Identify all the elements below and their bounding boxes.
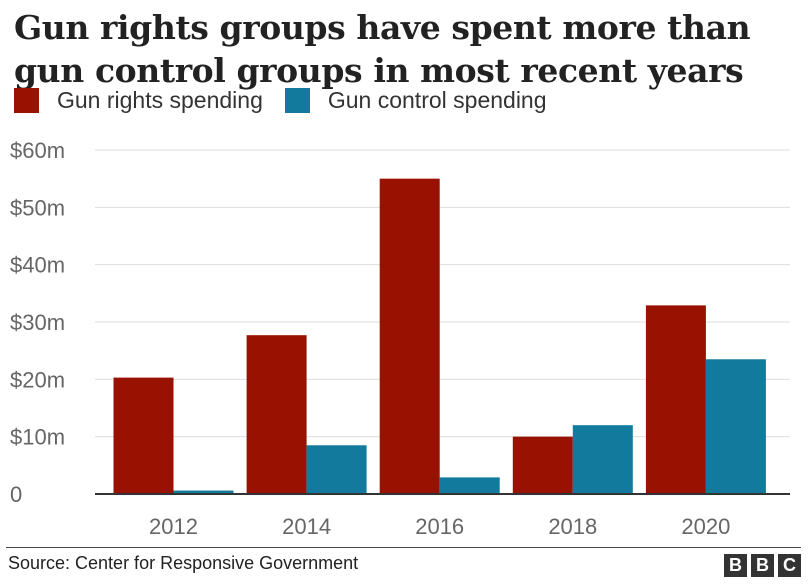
bar-gun-control-2020 (705, 359, 766, 494)
legend-label-gun-control: Gun control spending (327, 87, 547, 113)
y-tick-label: $20m (10, 367, 65, 392)
chart-title-line-1: Gun rights groups have spent more than (14, 8, 751, 47)
bar-gun-control-2016 (439, 477, 500, 494)
bar-gun-control-2012 (173, 490, 234, 494)
legend-swatch-gun-control (284, 88, 310, 113)
y-tick-label: $40m (10, 253, 65, 278)
y-tick-label: $50m (10, 195, 65, 220)
chart-title: Gun rights groups have spent more than g… (14, 6, 804, 92)
legend-swatch-gun-rights (14, 88, 39, 113)
bbc-logo-letter-3: C (778, 554, 801, 577)
y-tick-label: $30m (10, 310, 65, 335)
y-tick-label: 0 (10, 482, 22, 507)
chart-legend: Gun rights spending Gun control spending (14, 87, 569, 114)
legend-item-gun-control: Gun control spending (284, 87, 547, 114)
bbc-logo: B B C (724, 554, 801, 577)
x-tick-label: 2020 (681, 514, 730, 539)
x-tick-label: 2018 (548, 514, 597, 539)
source-divider (6, 547, 801, 548)
chart-title-line-2: gun control groups in most recent years (14, 51, 744, 90)
bbc-logo-letter-2: B (751, 554, 774, 577)
x-tick-label: 2014 (282, 514, 331, 539)
bar-gun-rights-2012 (113, 377, 174, 494)
legend-label-gun-rights: Gun rights spending (57, 87, 263, 113)
bar-gun-control-2018 (572, 425, 633, 494)
bar-gun-rights-2018 (512, 436, 573, 494)
y-tick-label: $60m (10, 138, 65, 163)
bar-gun-rights-2016 (379, 178, 440, 494)
bar-chart: 0 $10m $20m $30m $40m $50m $60m 2012 2014 2016 201… (10, 138, 790, 539)
x-tick-label: 2012 (149, 514, 198, 539)
bbc-logo-letter-1: B (724, 554, 747, 577)
legend-item-gun-rights: Gun rights spending (14, 87, 263, 114)
bar-gun-rights-2014 (246, 335, 307, 494)
bar-gun-rights-2020 (645, 305, 706, 494)
source-note: Source: Center for Responsive Government (8, 553, 359, 573)
bar-gun-control-2014 (306, 445, 367, 494)
x-tick-label: 2016 (415, 514, 464, 539)
y-tick-label: $10m (10, 425, 65, 450)
